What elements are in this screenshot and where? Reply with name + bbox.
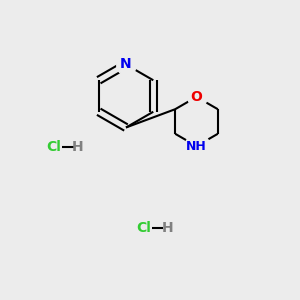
Text: H: H <box>162 221 174 235</box>
Text: N: N <box>120 58 132 71</box>
Text: O: O <box>190 90 202 104</box>
Text: NH: NH <box>186 140 207 153</box>
Text: Cl: Cl <box>136 221 152 235</box>
Text: Cl: Cl <box>46 140 62 154</box>
Text: H: H <box>72 140 84 154</box>
